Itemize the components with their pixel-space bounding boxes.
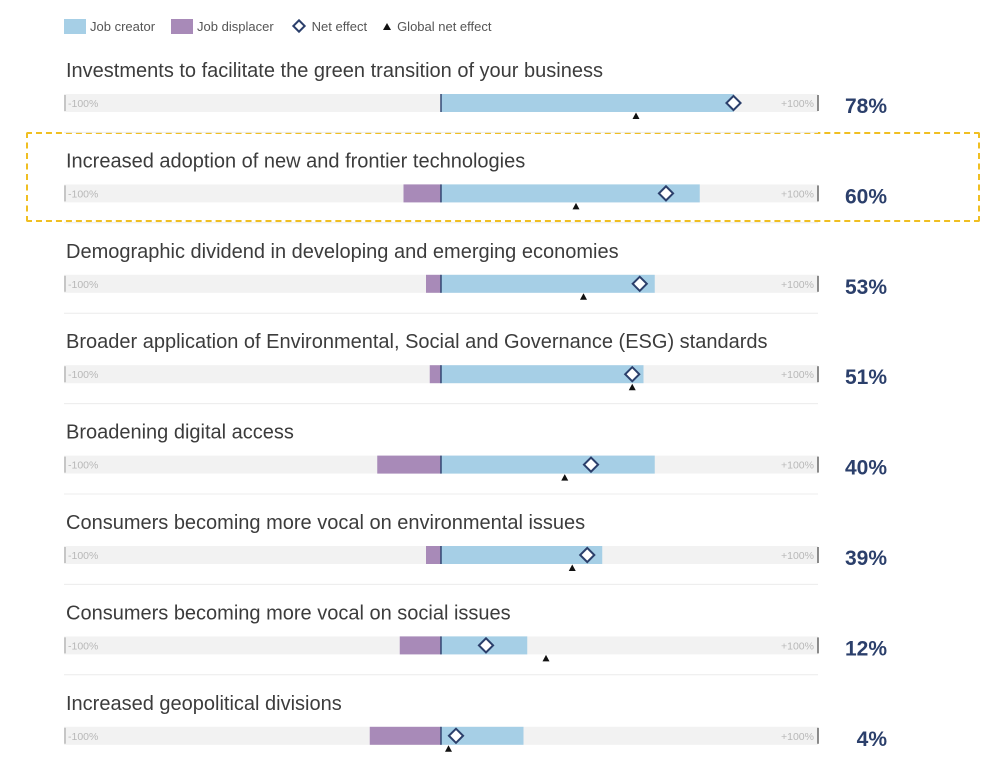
displacer-bar [403,184,441,203]
global-net-marker [561,474,569,481]
row-title: Broadening digital access [66,422,294,444]
global-net-marker [628,383,636,391]
creator-bar [441,726,524,745]
legend-global-label: Global net effect [397,18,492,34]
displacer-bar [369,726,441,745]
scale-min-label: -100% [68,279,98,291]
value-label: 51% [845,366,887,389]
scale-max-label: +100% [781,460,814,472]
scale-min-label: -100% [68,369,98,381]
scale-max-label: +100% [781,188,814,200]
displacer-bar [429,365,441,384]
scale-min-label: -100% [68,640,98,652]
highlight-box [26,132,980,222]
displacer-bar [426,546,441,564]
value-label: 12% [845,637,887,660]
global-net-marker [580,293,587,300]
displacer-bar [377,455,441,474]
row-title: Consumers becoming more vocal on environ… [66,512,585,534]
creator-bar [441,274,655,293]
triangle-icon [383,22,392,30]
global-net-marker [445,745,452,752]
scale-min-label: -100% [68,550,98,562]
scale-max-label: +100% [781,550,814,562]
net-effect-marker [477,636,495,654]
net-effect-marker [631,275,649,293]
value-label: 78% [845,95,887,118]
legend-net-label: Net effect [311,18,368,34]
row-title: Broader application of Environmental, So… [66,331,768,353]
value-label: 39% [845,547,887,570]
creator-bar [441,365,644,384]
creator-bar [441,184,700,203]
value-label: 4% [857,728,888,751]
scale-min-label: -100% [68,731,98,743]
value-label: 60% [845,185,887,208]
scale-min-label: -100% [68,188,98,200]
global-net-marker [568,564,576,571]
legend-net: Net effect [290,19,367,34]
net-effect-marker [578,546,596,564]
displacer-bar [426,274,441,293]
creator-swatch-icon [64,18,86,34]
scale-max-label: +100% [781,98,814,110]
row-title: Investments to facilitate the green tran… [66,60,603,82]
row-title: Consumers becoming more vocal on social … [66,602,511,624]
legend-displacer: Job displacer [171,18,274,34]
scale-min-label: -100% [68,98,98,110]
scale-max-label: +100% [781,731,814,743]
legend-creator: Job creator [64,18,156,34]
creator-bar [441,94,734,112]
scale-min-label: -100% [68,460,98,472]
legend-global: Global net effect [383,18,492,34]
scale-max-label: +100% [781,369,814,381]
global-net-marker [572,202,580,210]
legend: Job creator Job displacer Net effect Glo… [64,17,508,35]
legend-creator-label: Job creator [90,18,156,34]
legend-displacer-label: Job displacer [197,18,274,34]
net-effect-marker [725,94,742,112]
net-effect-marker [657,184,675,202]
creator-bar [441,546,603,564]
creator-bar [441,455,655,474]
global-net-marker [542,654,550,662]
global-net-marker [632,112,640,119]
net-effect-marker [623,365,641,383]
net-effect-marker [447,727,465,745]
value-label: 53% [845,276,887,299]
row-title: Increased adoption of new and frontier t… [66,150,525,172]
net-effect-marker [582,456,600,474]
value-label: 40% [845,457,887,480]
row-title: Increased geopolitical divisions [66,693,342,715]
scale-max-label: +100% [781,279,814,291]
row-title: Demographic dividend in developing and e… [66,241,619,263]
displacer-swatch-icon [171,18,194,34]
displacer-bar [399,636,441,655]
scale-max-label: +100% [781,640,814,652]
